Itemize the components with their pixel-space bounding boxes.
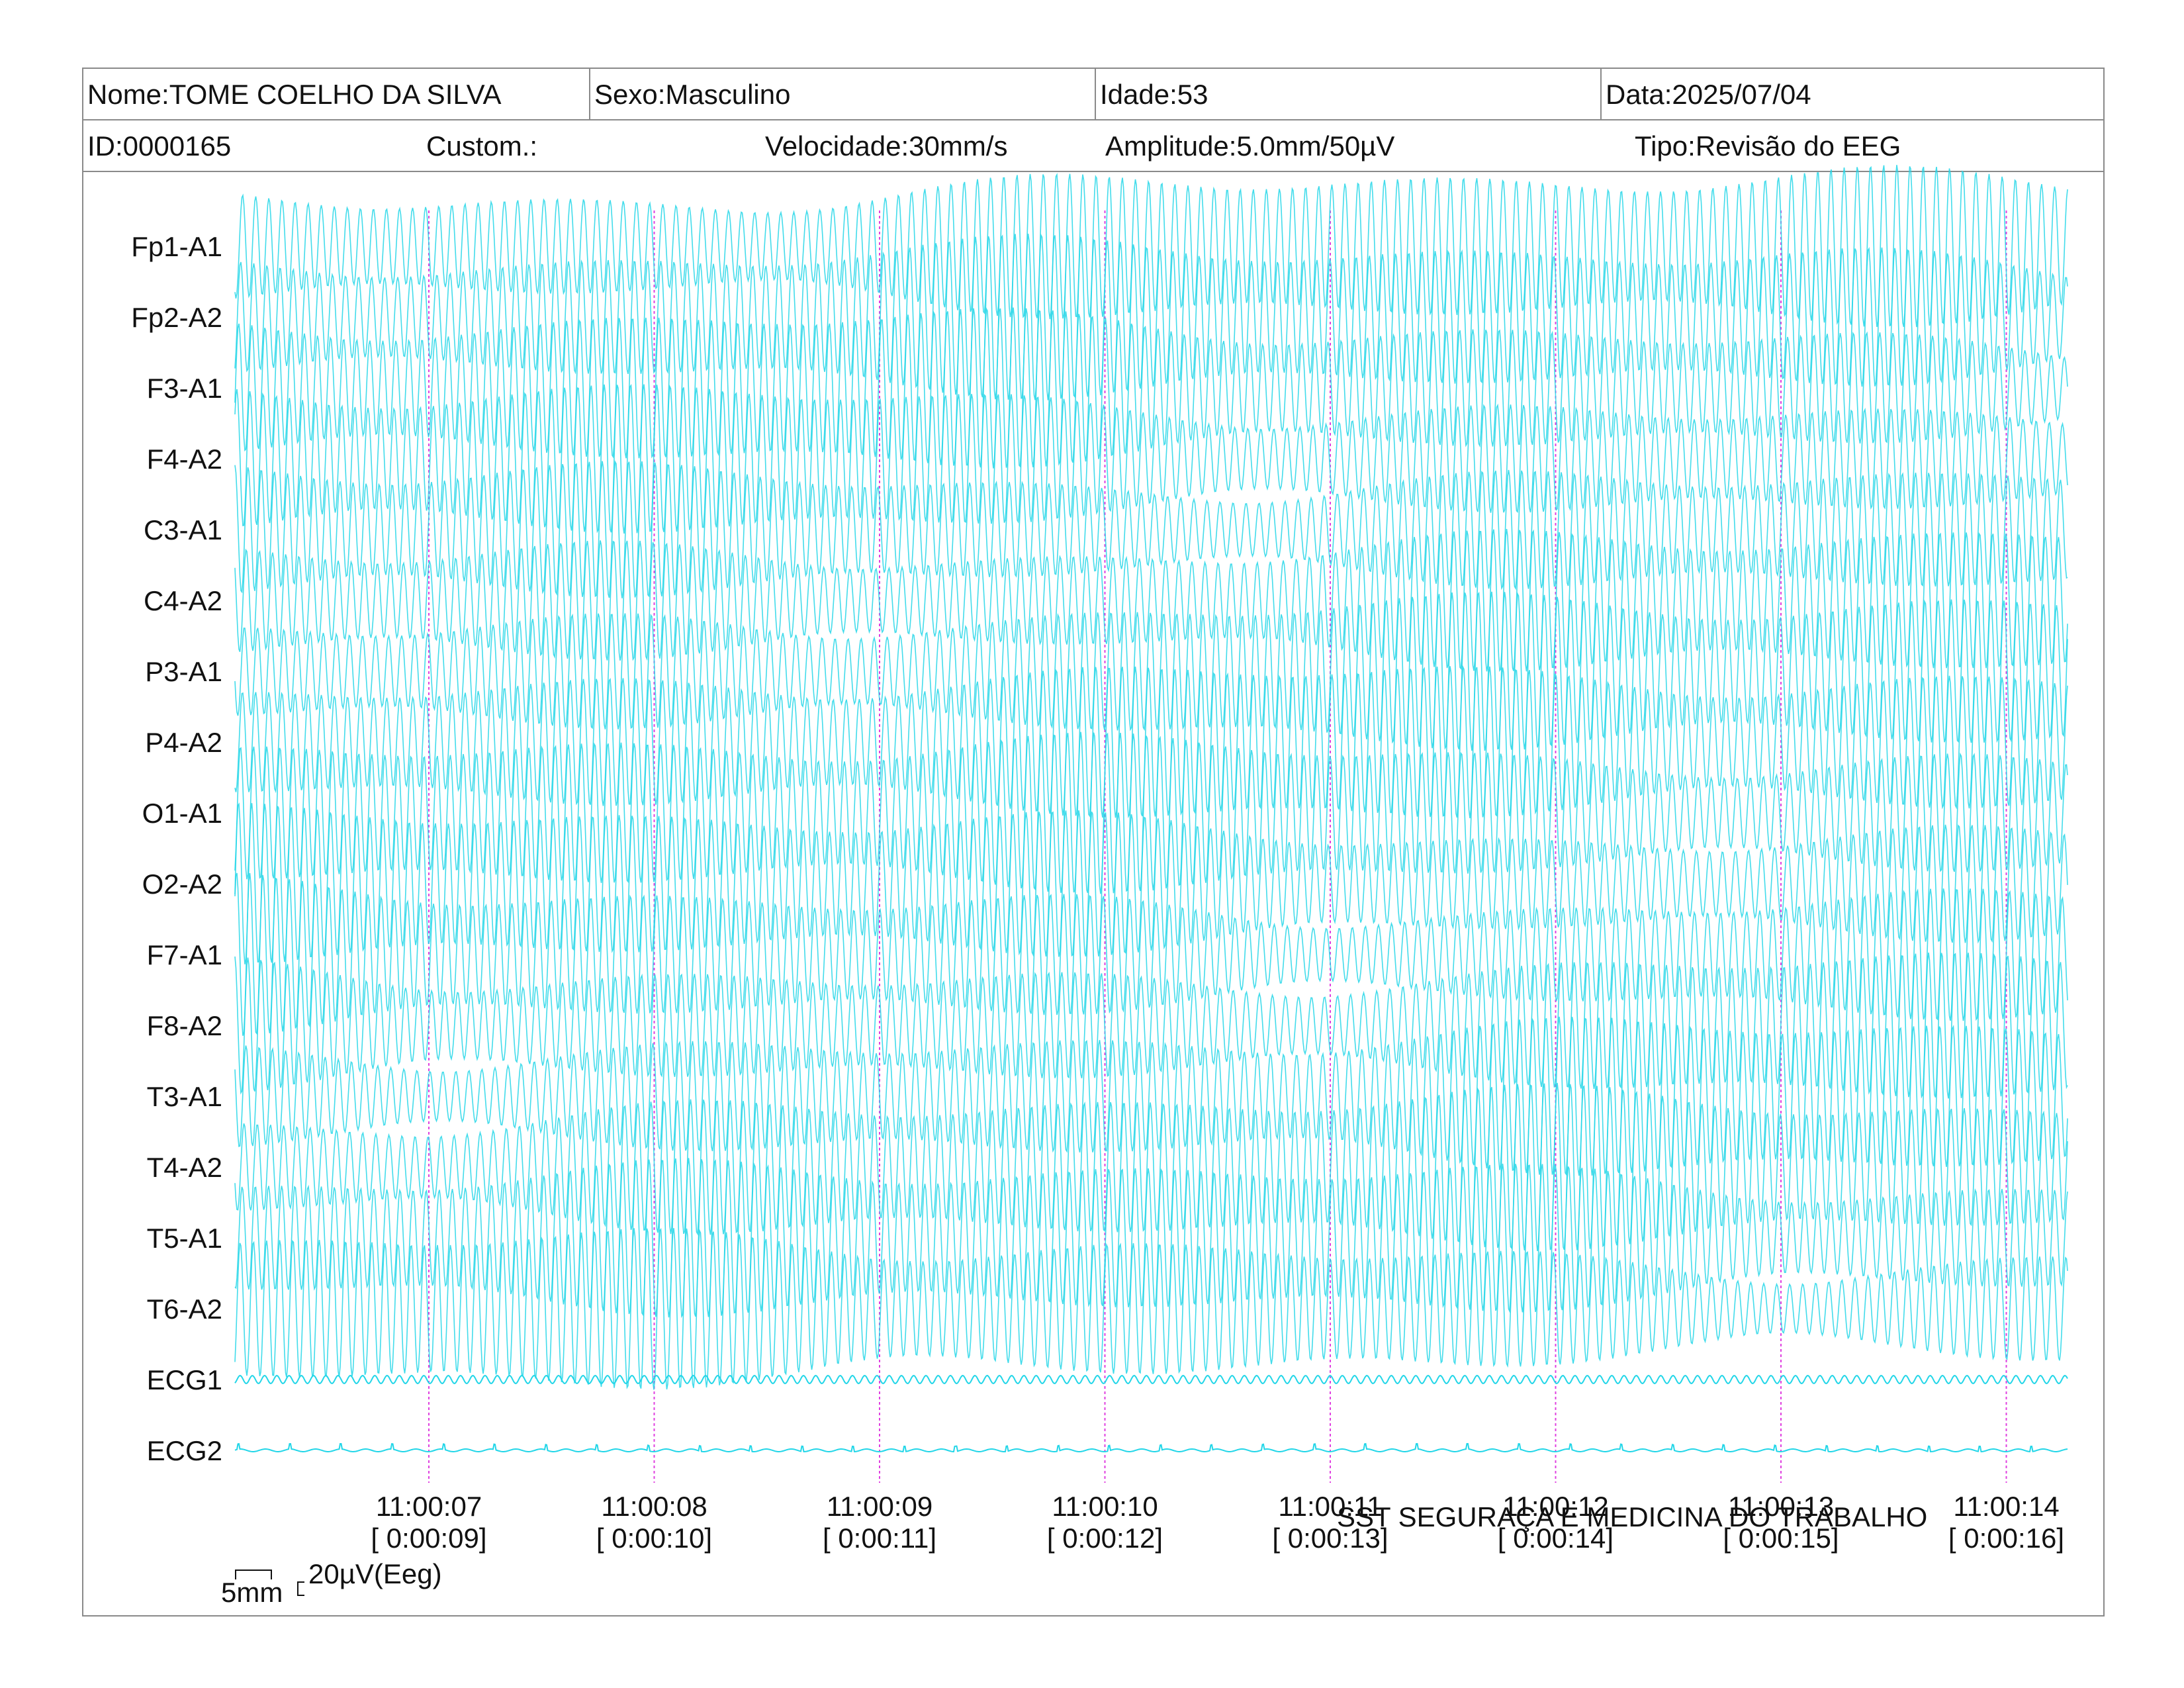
channel-labels: Fp1-A1 Fp2-A2 F3-A1 F4-A2 C3-A1 C4-A2 P3-A1 P4-… — [131, 231, 222, 1466]
time-tick-label: 11:00:09 — [827, 1491, 933, 1522]
channel-trace — [234, 165, 2068, 328]
channel-trace — [234, 1016, 2068, 1176]
time-tick-label: 11:00:08 — [601, 1491, 707, 1522]
header-row-1: Nome:TOME COELHO DA SILVA Sexo:Masculino… — [83, 69, 2103, 120]
channel-trace — [234, 665, 2068, 819]
elapsed-tick-label: [ 0:00:16] — [1948, 1523, 2064, 1554]
exam-type: Tipo:Revisão do EEG — [1635, 130, 1901, 162]
elapsed-tick-label: [ 0:00:10] — [596, 1523, 712, 1554]
channel-label: F8-A2 — [147, 1010, 222, 1041]
channel-trace — [234, 731, 2068, 894]
patient-id: ID:0000165 — [87, 130, 232, 162]
channel-label: C3-A1 — [144, 514, 222, 545]
custom-field: Custom.: — [426, 130, 538, 162]
channel-trace — [234, 591, 2068, 751]
channel-traces — [234, 165, 2068, 1453]
report-frame: Nome:TOME COELHO DA SILVA Sexo:Masculino… — [82, 68, 2105, 1617]
channel-label: F4-A2 — [147, 444, 222, 475]
channel-trace — [234, 306, 2068, 469]
channel-label: ECG1 — [147, 1364, 222, 1395]
amplitude-setting: Amplitude:5.0mm/50µV — [1105, 130, 1395, 162]
scale-mm-label: 5mm — [221, 1577, 283, 1608]
time-tick-labels: 11:00:07[ 0:00:09] 11:00:08[ 0:00:10] 11:0… — [371, 1491, 2064, 1554]
channel-label: Fp2-A2 — [131, 302, 222, 333]
elapsed-tick-label: [ 0:00:14] — [1498, 1523, 1614, 1554]
time-tick-label: 11:00:12 — [1502, 1491, 1608, 1522]
time-tick-label: 11:00:11 — [1278, 1491, 1382, 1522]
time-tick-label: 11:00:13 — [1728, 1491, 1834, 1522]
elapsed-tick-label: [ 0:00:11] — [823, 1523, 936, 1554]
channel-label: T5-A1 — [147, 1223, 222, 1254]
elapsed-tick-label: [ 0:00:13] — [1272, 1523, 1388, 1554]
patient-age: Idade:53 — [1095, 69, 1208, 119]
patient-sex: Sexo:Masculino — [589, 69, 790, 119]
channel-label: T6-A2 — [147, 1293, 222, 1325]
channel-trace — [234, 528, 2068, 673]
time-tick-label: 11:00:07 — [376, 1491, 482, 1522]
channel-trace — [234, 460, 2068, 598]
channel-trace — [234, 1158, 2068, 1319]
channel-label: T4-A2 — [147, 1152, 222, 1183]
channel-trace — [234, 952, 2068, 1099]
channel-label: P4-A2 — [145, 727, 222, 758]
channel-trace — [234, 1442, 2068, 1453]
header-row-2: ID:0000165 Custom.: Velocidade:30mm/s Am… — [83, 120, 2103, 172]
channel-trace — [234, 1082, 2068, 1252]
elapsed-tick-label: [ 0:00:12] — [1047, 1523, 1163, 1554]
channel-trace — [234, 1374, 2068, 1385]
channel-label: O2-A2 — [142, 868, 222, 900]
channel-label: F7-A1 — [147, 939, 222, 970]
channel-label: F3-A1 — [147, 373, 222, 404]
channel-trace — [234, 1228, 2068, 1390]
scale-bracket-icon — [235, 1570, 304, 1596]
scale-uv-label: 20µV(Eeg) — [308, 1558, 442, 1589]
channel-trace — [234, 872, 2068, 1036]
channel-trace — [234, 233, 2068, 400]
channel-label: P3-A1 — [145, 656, 222, 687]
speed-setting: Velocidade:30mm/s — [765, 130, 1008, 162]
elapsed-tick-label: [ 0:00:15] — [1723, 1523, 1839, 1554]
exam-date: Data:2025/07/04 — [1600, 69, 1811, 119]
time-tick-label: 11:00:10 — [1052, 1491, 1158, 1522]
channel-label: Fp1-A1 — [131, 231, 222, 262]
elapsed-tick-label: [ 0:00:09] — [371, 1523, 486, 1554]
channel-label: C4-A2 — [144, 585, 222, 616]
channel-label: T3-A1 — [147, 1081, 222, 1112]
time-tick-label: 11:00:14 — [1953, 1491, 2059, 1522]
channel-label: O1-A1 — [142, 798, 222, 829]
channel-label: ECG2 — [147, 1435, 222, 1466]
channel-trace — [234, 802, 2068, 964]
patient-name: Nome:TOME COELHO DA SILVA — [87, 79, 502, 110]
company-name: SST SEGURAÇA E MEDICINA DO TRABALHO — [1337, 1501, 1928, 1532]
channel-trace — [234, 383, 2068, 534]
